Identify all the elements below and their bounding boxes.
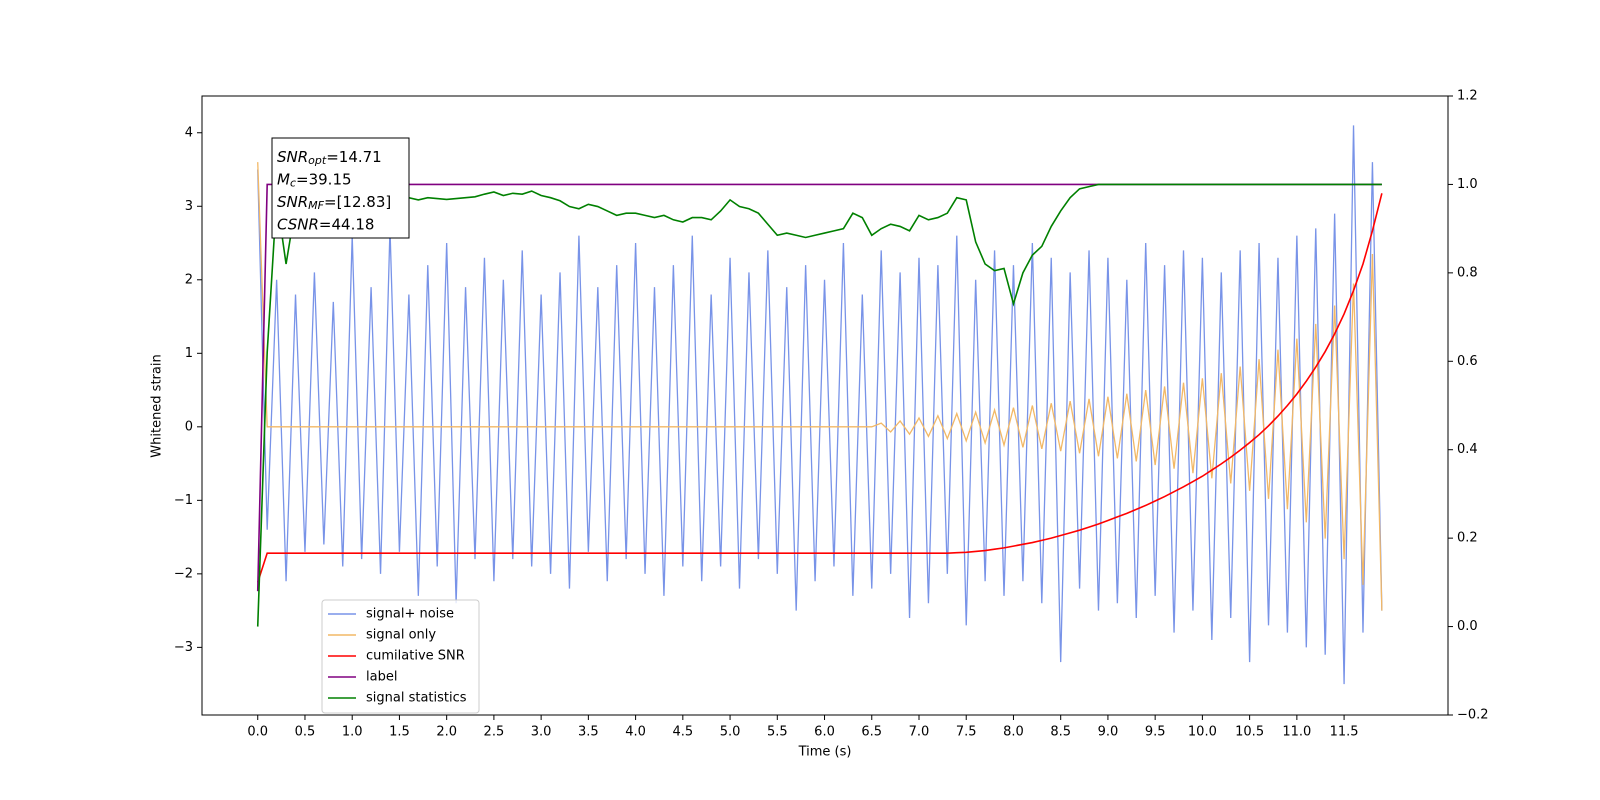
y-tick-label: 4 — [185, 125, 193, 140]
annotation-symbol: M — [277, 170, 290, 188]
x-tick-label: 2.5 — [484, 725, 505, 740]
x-tick-label: 7.5 — [956, 725, 977, 740]
annotation: Mc=39.15 — [277, 170, 352, 190]
y2-tick-label: 0.2 — [1457, 531, 1478, 546]
legend-box — [321, 599, 480, 714]
x-tick-label: 5.5 — [767, 725, 788, 740]
x-tick-label: 6.5 — [861, 725, 882, 740]
x-tick-label: 8.5 — [1050, 725, 1071, 740]
y-tick-label: 3 — [185, 199, 193, 214]
x-tick-label: 9.0 — [1098, 725, 1119, 740]
annotation-symbol: CSNR — [277, 215, 319, 233]
annotation-text: =44.18 — [319, 215, 375, 233]
y2-tick-label: 0.8 — [1457, 265, 1478, 280]
x-tick-label: 0.0 — [247, 725, 268, 740]
y-tick-label: 1 — [185, 346, 193, 361]
x-tick-label: 2.0 — [436, 725, 457, 740]
legend-label: signal statistics — [366, 691, 467, 706]
x-tick-label: 11.5 — [1330, 725, 1359, 740]
annotation: SNRopt=14.71 — [277, 148, 382, 168]
series-line — [257, 162, 1383, 611]
annotation-box — [271, 137, 410, 239]
annotation-subscript: c — [290, 177, 296, 190]
y2-tick-label: 0.0 — [1457, 619, 1478, 634]
x-tick-label: 11.0 — [1282, 725, 1311, 740]
x-tick-label: 1.5 — [389, 725, 410, 740]
annotation-subscript: opt — [308, 154, 327, 167]
annotation-text: =14.71 — [326, 148, 382, 166]
x-tick-label: 8.0 — [1003, 725, 1024, 740]
x-tick-label: 3.5 — [578, 725, 599, 740]
x-tick-label: 9.5 — [1145, 725, 1166, 740]
annotation: SNRMF=[12.83] — [277, 193, 391, 213]
x-tick-label: 6.0 — [814, 725, 835, 740]
series-line — [256, 183, 1382, 627]
series-line — [257, 125, 1383, 685]
x-axis-label: Time (s) — [798, 745, 852, 760]
x-tick-label: 10.0 — [1188, 725, 1217, 740]
annotation-symbol: SNR — [277, 148, 308, 166]
x-tick-label: 4.0 — [625, 725, 646, 740]
y2-tick-label: 0.6 — [1457, 354, 1478, 369]
legend-label: cumilative SNR — [366, 649, 465, 664]
y2-tick-label: 0.4 — [1457, 442, 1478, 457]
x-tick-label: 7.0 — [909, 725, 930, 740]
x-tick-label: 3.0 — [531, 725, 552, 740]
y-tick-label: 0 — [185, 419, 193, 434]
y-tick-label: 2 — [185, 272, 193, 287]
x-tick-label: 1.0 — [342, 725, 363, 740]
y-tick-label: −1 — [174, 493, 193, 508]
annotation-text: =[12.83] — [324, 193, 391, 211]
annotation-text: =39.15 — [296, 170, 352, 188]
x-tick-label: 4.5 — [672, 725, 693, 740]
y2-tick-label: 1.0 — [1457, 177, 1478, 192]
y-axis-label: Whitened strain — [150, 354, 165, 457]
y-tick-label: −3 — [174, 640, 193, 655]
legend-label: signal+ noise — [366, 607, 454, 622]
x-tick-label: 5.0 — [720, 725, 741, 740]
y2-tick-label: −0.2 — [1457, 708, 1489, 723]
plot-area — [256, 125, 1383, 685]
annotation: CSNR=44.18 — [277, 215, 374, 233]
x-tick-label: 0.5 — [295, 725, 316, 740]
series-line — [256, 193, 1383, 583]
annotation-subscript: MF — [308, 199, 324, 212]
y-tick-label: −2 — [174, 566, 193, 581]
legend-label: signal only — [366, 628, 436, 643]
annotation-symbol: SNR — [277, 193, 308, 211]
legend-label: label — [366, 670, 397, 685]
y2-tick-label: 1.2 — [1457, 89, 1478, 104]
x-tick-label: 10.5 — [1235, 725, 1264, 740]
